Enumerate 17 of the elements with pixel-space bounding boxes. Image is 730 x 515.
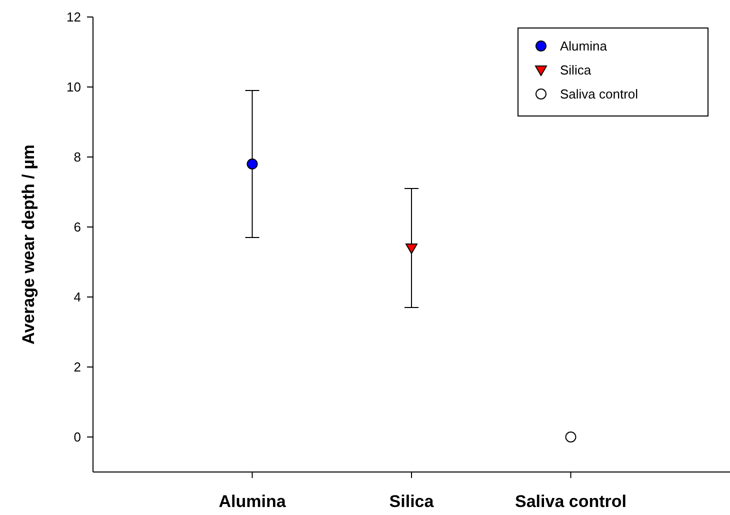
legend-label: Alumina	[560, 38, 608, 54]
legend-label: Saliva control	[560, 86, 638, 102]
y-tick-label: 8	[74, 150, 81, 165]
x-tick-label: Silica	[389, 492, 434, 511]
y-tick-label: 6	[74, 220, 81, 235]
point	[406, 244, 418, 254]
x-tick-label: Saliva control	[515, 492, 626, 511]
point	[565, 432, 576, 442]
y-axis-title: Average wear depth / µm	[19, 144, 38, 345]
x-tick-label: Alumina	[218, 492, 286, 511]
y-tick-label: 10	[66, 80, 81, 95]
y-tick-label: 2	[74, 360, 81, 375]
point	[246, 158, 258, 170]
y-tick-label: 12	[66, 10, 81, 25]
y-tick-label: 0	[74, 430, 81, 445]
legend-label: Silica	[560, 62, 592, 78]
y-tick-label: 4	[74, 290, 81, 305]
